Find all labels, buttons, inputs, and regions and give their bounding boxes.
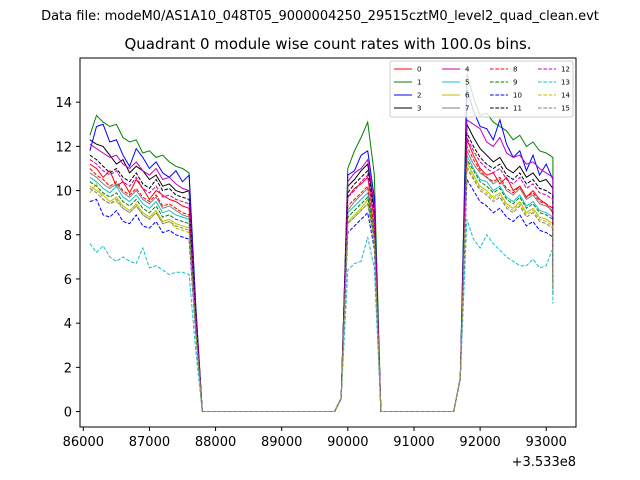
legend-label-10: 10 [513,92,522,100]
x-tick-label: 89000 [261,435,302,450]
legend-label-11: 11 [513,105,522,113]
legend-label-8: 8 [513,66,517,74]
legend-label-14: 14 [561,92,570,100]
legend-box [389,60,574,118]
x-tick-label: 92000 [459,435,500,450]
legend-label-5: 5 [465,79,469,87]
series-line-15 [89,166,554,412]
legend-label-13: 13 [561,79,570,87]
y-tick-label: 6 [64,273,72,288]
suptitle: Data file: modeM0/AS1A10_048T05_90000042… [41,9,599,24]
legend-label-9: 9 [513,79,517,87]
y-tick-label: 10 [55,185,72,200]
legend-label-3: 3 [417,105,421,113]
chart-title: Quadrant 0 module wise count rates with … [124,35,531,53]
legend-label-0: 0 [417,66,421,74]
x-offset-label: +3.533e8 [512,455,576,470]
x-tick-label: 90000 [327,435,368,450]
y-tick-label: 8 [64,229,72,244]
y-tick-label: 2 [64,361,72,376]
plot-area [80,58,576,427]
y-tick-label: 0 [64,406,72,421]
x-tick-label: 88000 [195,435,236,450]
y-axis: 0 2 4 6 8 10 12 14 [55,96,80,421]
x-tick-label: 87000 [129,435,170,450]
x-axis: 86000 87000 88000 89000 90000 91000 92000 93000 [63,427,567,450]
x-tick-label: 93000 [526,435,567,450]
series-lines [89,73,554,412]
legend-label-2: 2 [417,92,421,100]
legend-label-6: 6 [465,92,470,100]
x-tick-label: 86000 [63,435,104,450]
y-tick-label: 14 [55,96,72,111]
legend-label-4: 4 [465,66,470,74]
legend-label-12: 12 [561,66,570,74]
legend-label-7: 7 [465,105,469,113]
y-tick-label: 12 [55,140,72,155]
x-tick-label: 91000 [393,435,434,450]
legend-label-1: 1 [417,79,421,87]
plot-frame [79,57,577,428]
y-tick-label: 4 [64,317,72,332]
legend-label-15: 15 [561,105,570,113]
